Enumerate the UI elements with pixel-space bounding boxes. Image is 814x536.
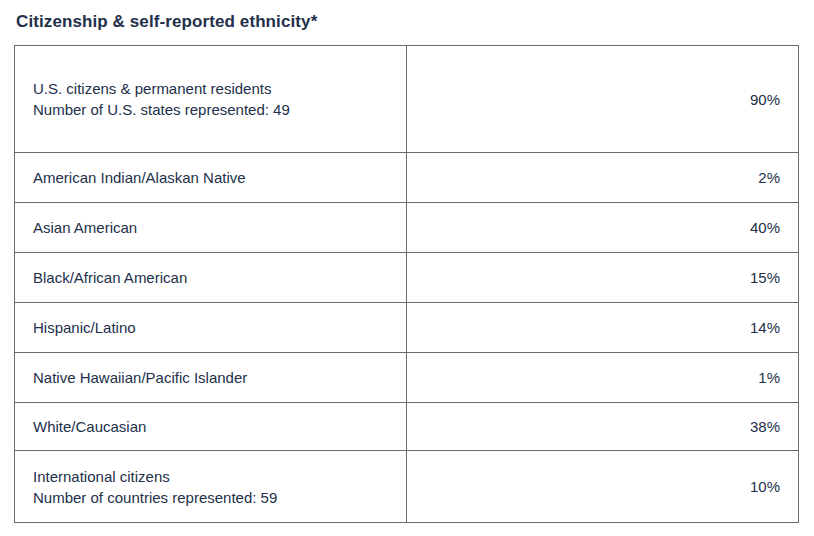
row-label-cell: Asian American [15, 203, 407, 252]
table-row: Hispanic/Latino 14% [15, 302, 798, 352]
row-value: 10% [407, 451, 798, 522]
row-sublabel: Number of countries represented: 59 [33, 487, 392, 508]
row-label: American Indian/Alaskan Native [33, 167, 392, 188]
table-row: White/Caucasian 38% [15, 402, 798, 450]
row-label: International citizens [33, 466, 392, 487]
row-label: U.S. citizens & permanent residents [33, 78, 392, 99]
row-label-cell: White/Caucasian [15, 403, 407, 450]
row-label-cell: Black/African American [15, 253, 407, 302]
table-row: International citizens Number of countri… [15, 450, 798, 522]
table-row: Asian American 40% [15, 202, 798, 252]
row-value: 38% [407, 403, 798, 450]
row-value: 90% [407, 46, 798, 152]
table-row: U.S. citizens & permanent residents Numb… [15, 46, 798, 152]
row-value: 14% [407, 303, 798, 352]
row-value: 40% [407, 203, 798, 252]
row-label: Asian American [33, 217, 392, 238]
ethnicity-table: U.S. citizens & permanent residents Numb… [14, 45, 799, 523]
row-label: White/Caucasian [33, 416, 392, 437]
row-label: Native Hawaiian/Pacific Islander [33, 367, 392, 388]
row-label-cell: American Indian/Alaskan Native [15, 153, 407, 202]
table-row: Native Hawaiian/Pacific Islander 1% [15, 352, 798, 402]
row-value: 1% [407, 353, 798, 402]
row-label-cell: International citizens Number of countri… [15, 451, 407, 522]
row-label: Hispanic/Latino [33, 317, 392, 338]
table-row: American Indian/Alaskan Native 2% [15, 152, 798, 202]
table-row: Black/African American 15% [15, 252, 798, 302]
row-label-cell: Hispanic/Latino [15, 303, 407, 352]
page-title: Citizenship & self-reported ethnicity* [16, 12, 800, 32]
row-label-cell: U.S. citizens & permanent residents Numb… [15, 46, 407, 152]
row-value: 2% [407, 153, 798, 202]
page: Citizenship & self-reported ethnicity* U… [0, 0, 814, 523]
row-label: Black/African American [33, 267, 392, 288]
row-sublabel: Number of U.S. states represented: 49 [33, 99, 392, 120]
row-label-cell: Native Hawaiian/Pacific Islander [15, 353, 407, 402]
row-value: 15% [407, 253, 798, 302]
